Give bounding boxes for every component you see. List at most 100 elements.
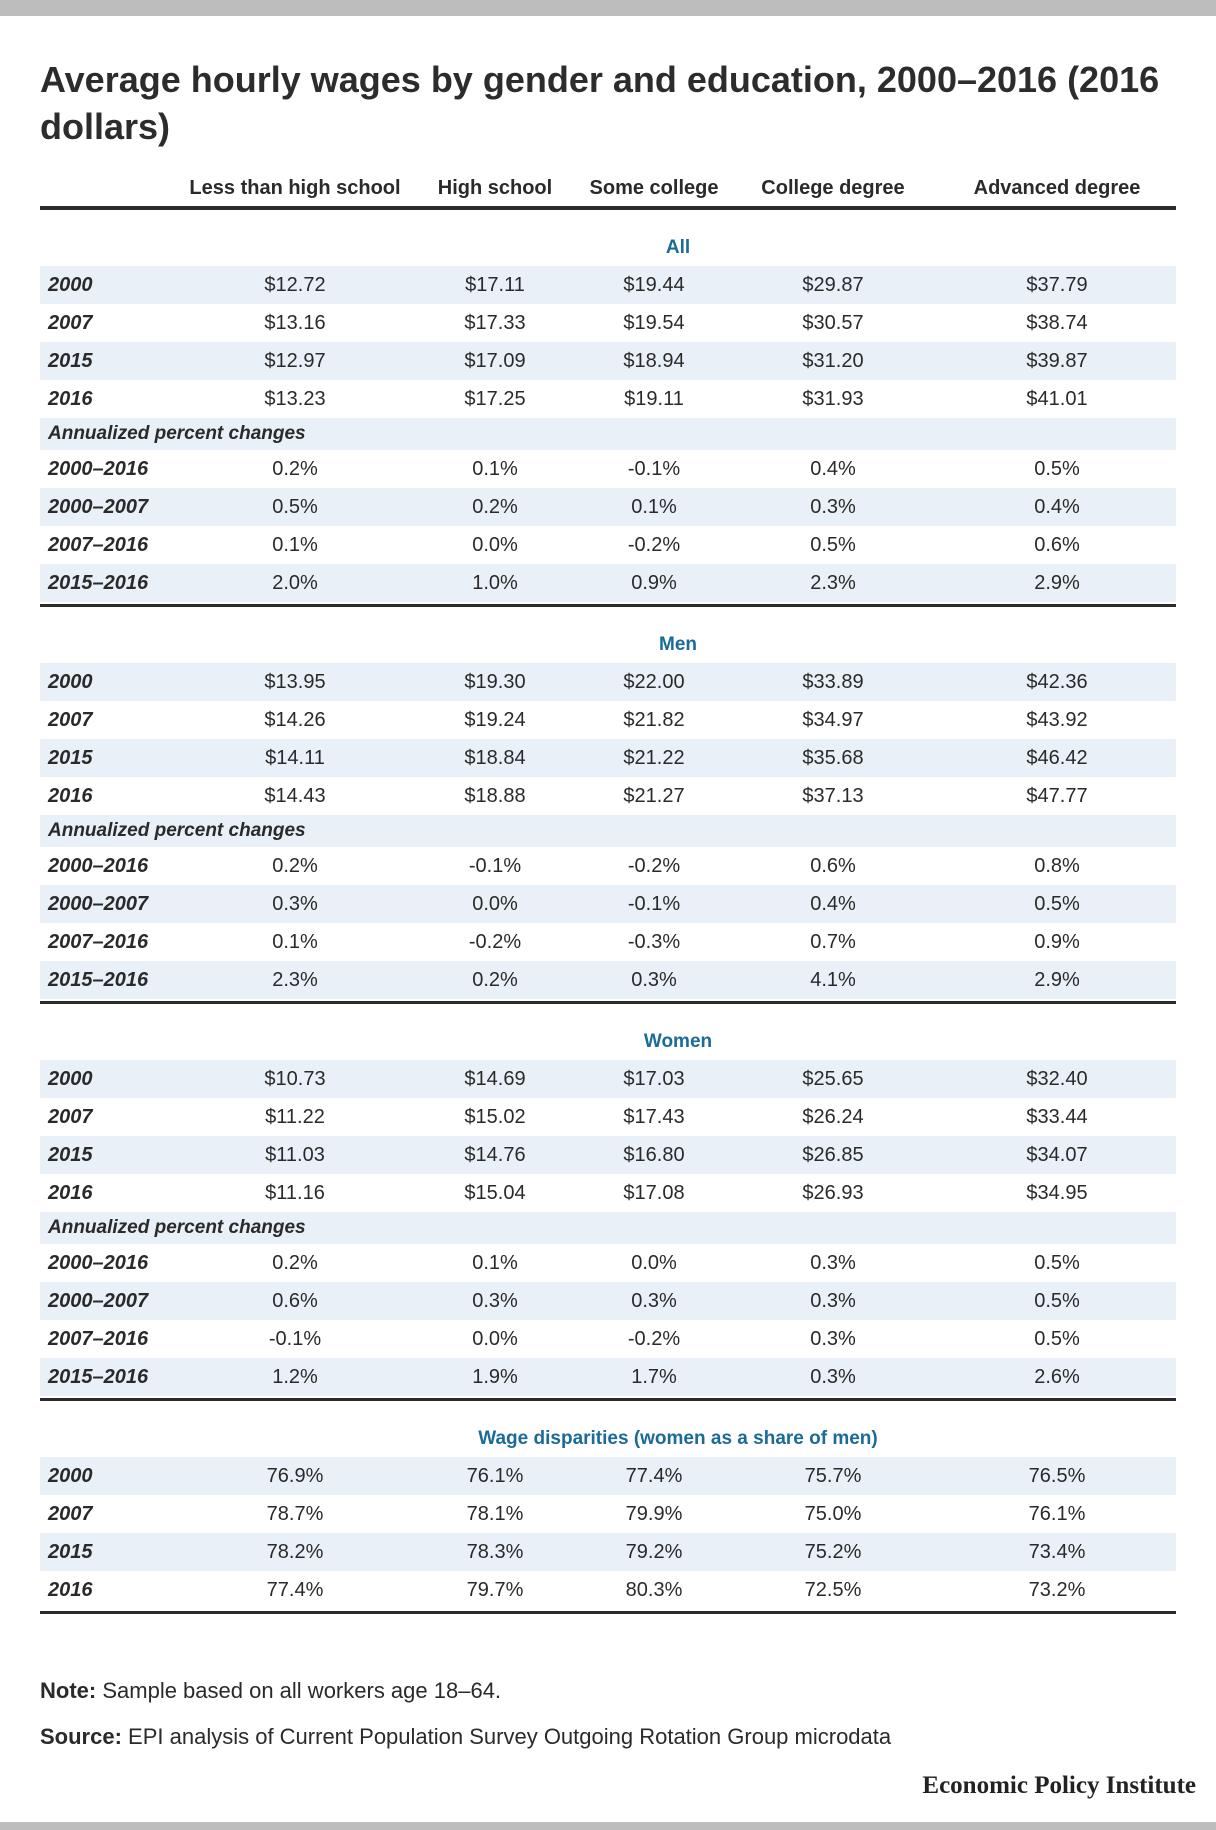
- table-cell: $30.57: [802, 311, 864, 334]
- table-row: 2016 $11.16 $15.04 $17.08 $26.93 $34.95: [40, 1174, 1176, 1212]
- table-cell: $22.00: [623, 670, 685, 693]
- table-cell: -0.1%: [268, 1327, 322, 1350]
- section-title: Wage disparities (women as a share of me…: [478, 1428, 878, 1449]
- row-label: 2000–2007: [48, 1289, 149, 1312]
- table-cell: 79.2%: [625, 1540, 683, 1563]
- table-cell: $37.79: [1026, 273, 1088, 296]
- table-cell: $32.40: [1026, 1067, 1088, 1090]
- table-cell: 75.0%: [804, 1502, 862, 1525]
- table-cell: $31.93: [802, 387, 864, 410]
- table-row: 2007 $13.16 $17.33 $19.54 $30.57 $38.74: [40, 304, 1176, 342]
- table-row: 2000 76.9% 76.1% 77.4% 75.7% 76.5%: [40, 1457, 1176, 1495]
- bottom-bar: [0, 1822, 1216, 1830]
- table-cell: 0.0%: [631, 1251, 677, 1274]
- table-cell: 0.5%: [1034, 892, 1080, 915]
- table-cell: $12.72: [264, 273, 326, 296]
- table-cell: 78.1%: [466, 1502, 524, 1525]
- row-label: 2007: [48, 1502, 93, 1525]
- table-cell: $17.08: [623, 1181, 685, 1204]
- table-cell: $21.82: [623, 708, 685, 731]
- table-cell: 0.9%: [631, 571, 677, 594]
- row-label: 2016: [48, 1181, 93, 1204]
- table-cell: 0.3%: [272, 892, 318, 915]
- table-cell: 2.9%: [1034, 968, 1080, 991]
- note: Note: Sample based on all workers age 18…: [40, 1676, 1176, 1722]
- table-section: Women 2000 $10.73 $14.69 $17.03 $25.65 $32.40 2…: [40, 1024, 1176, 1401]
- column-header: Some college: [589, 176, 719, 199]
- table-cell: 4.1%: [810, 968, 856, 991]
- row-label: 2007–2016: [48, 1327, 149, 1350]
- table-row: 2016 $14.43 $18.88 $21.27 $37.13 $47.77: [40, 777, 1176, 815]
- table-cell: -0.1%: [468, 854, 522, 877]
- table-cell: 76.1%: [1028, 1502, 1086, 1525]
- row-label: 2015–2016: [48, 968, 149, 991]
- table-cell: 0.1%: [272, 533, 318, 556]
- row-label: 2015: [48, 349, 93, 372]
- table-section: Men 2000 $13.95 $19.30 $22.00 $33.89 $42.36 200…: [40, 627, 1176, 1004]
- table-cell: 75.2%: [804, 1540, 862, 1563]
- table-cell: $17.09: [464, 349, 526, 372]
- table-cell: $17.25: [464, 387, 526, 410]
- table-cell: $26.24: [802, 1105, 864, 1128]
- table-row: 2015–2016 2.0% 1.0% 0.9% 2.3% 2.9%: [40, 564, 1176, 602]
- section-title: Women: [643, 1031, 713, 1052]
- column-headers: Less than high school High school Some c…: [40, 170, 1176, 206]
- table-cell: $43.92: [1026, 708, 1088, 731]
- table-cell: -0.2%: [627, 533, 681, 556]
- page-title: Average hourly wages by gender and educa…: [40, 59, 1160, 147]
- table-cell: $46.42: [1026, 746, 1088, 769]
- table-sections: All 2000 $12.72 $17.11 $19.44 $29.87 $37.79 200…: [40, 230, 1176, 1614]
- table-cell: -0.2%: [627, 854, 681, 877]
- table-cell: 0.3%: [810, 1327, 856, 1350]
- table-cell: $34.95: [1026, 1181, 1088, 1204]
- row-label: 2015: [48, 746, 93, 769]
- row-label: 2000–2007: [48, 892, 149, 915]
- table-cell: $14.43: [264, 784, 326, 807]
- table-cell: 0.6%: [1034, 533, 1080, 556]
- row-label: 2000–2016: [48, 457, 149, 480]
- table-cell: 1.7%: [631, 1365, 677, 1388]
- column-header: High school: [437, 176, 553, 199]
- table-cell: $38.74: [1026, 311, 1088, 334]
- section-rule: [40, 604, 1176, 607]
- table-cell: 78.7%: [266, 1502, 324, 1525]
- table-cell: $25.65: [802, 1067, 864, 1090]
- table-cell: $19.30: [464, 670, 526, 693]
- table-cell: $16.80: [623, 1143, 685, 1166]
- table-row: 2015 $12.97 $17.09 $18.94 $31.20 $39.87: [40, 342, 1176, 380]
- table-cell: 79.9%: [625, 1502, 683, 1525]
- row-label: 2000: [48, 273, 93, 296]
- row-label: 2016: [48, 784, 93, 807]
- row-label: 2000–2007: [48, 495, 149, 518]
- table-row: 2015 78.2% 78.3% 79.2% 75.2% 73.4%: [40, 1533, 1176, 1571]
- table-cell: $37.13: [802, 784, 864, 807]
- table-cell: $18.88: [464, 784, 526, 807]
- wage-table: Less than high school High school Some c…: [40, 170, 1176, 1614]
- table-cell: $42.36: [1026, 670, 1088, 693]
- table-cell: 78.3%: [466, 1540, 524, 1563]
- table-cell: 0.0%: [472, 1327, 518, 1350]
- table-cell: 0.2%: [272, 457, 318, 480]
- table-cell: $12.97: [264, 349, 326, 372]
- table-cell: 0.1%: [472, 1251, 518, 1274]
- brand-logo: Economic Policy Institute: [922, 1772, 1196, 1799]
- table-cell: 73.2%: [1028, 1578, 1086, 1601]
- table-cell: $17.03: [623, 1067, 685, 1090]
- table-cell: 0.0%: [472, 533, 518, 556]
- row-label: 2000: [48, 1464, 93, 1487]
- table-cell: $17.43: [623, 1105, 685, 1128]
- row-label: 2007–2016: [48, 533, 149, 556]
- row-label: 2016: [48, 1578, 93, 1601]
- source-label: Source:: [40, 1724, 122, 1749]
- note-label: Note:: [40, 1678, 97, 1703]
- table-cell: 76.9%: [266, 1464, 324, 1487]
- table-cell: 0.3%: [810, 1251, 856, 1274]
- table-cell: 77.4%: [625, 1464, 683, 1487]
- table-cell: 0.5%: [272, 495, 318, 518]
- table-cell: 0.1%: [631, 495, 677, 518]
- row-label: 2007: [48, 1105, 93, 1128]
- table-cell: $31.20: [802, 349, 864, 372]
- section-title: Men: [659, 634, 697, 655]
- table-section: All 2000 $12.72 $17.11 $19.44 $29.87 $37.79 200…: [40, 230, 1176, 607]
- table-cell: $34.97: [802, 708, 864, 731]
